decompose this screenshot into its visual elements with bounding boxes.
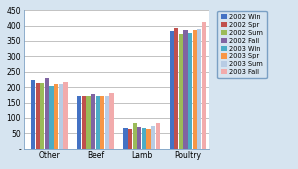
- Bar: [96, 96, 100, 149]
- Bar: [45, 78, 49, 149]
- Bar: [170, 31, 174, 149]
- Bar: [137, 127, 142, 149]
- Bar: [142, 128, 146, 149]
- Bar: [146, 129, 151, 149]
- Bar: [49, 86, 54, 149]
- Bar: [59, 84, 63, 149]
- Bar: [133, 124, 137, 149]
- Bar: [183, 30, 188, 149]
- Bar: [202, 21, 206, 149]
- Bar: [54, 84, 58, 149]
- Legend: 2002 Win, 2002 Spr, 2002 Sum, 2002 Fall, 2003 Win, 2003 Spr, 2003 Sum, 2003 Fall: 2002 Win, 2002 Spr, 2002 Sum, 2002 Fall,…: [218, 11, 267, 78]
- Bar: [109, 93, 114, 149]
- Bar: [105, 96, 109, 149]
- Bar: [128, 129, 132, 149]
- Bar: [35, 82, 40, 149]
- Bar: [123, 128, 128, 149]
- Bar: [179, 34, 183, 149]
- Bar: [63, 82, 68, 149]
- Bar: [156, 123, 160, 149]
- Bar: [100, 96, 105, 149]
- Bar: [82, 96, 86, 149]
- Bar: [174, 28, 179, 149]
- Bar: [31, 80, 35, 149]
- Bar: [188, 33, 192, 149]
- Bar: [151, 126, 155, 149]
- Bar: [40, 82, 44, 149]
- Bar: [193, 30, 197, 149]
- Bar: [91, 94, 95, 149]
- Bar: [197, 29, 201, 149]
- Bar: [86, 96, 91, 149]
- Bar: [77, 96, 81, 149]
